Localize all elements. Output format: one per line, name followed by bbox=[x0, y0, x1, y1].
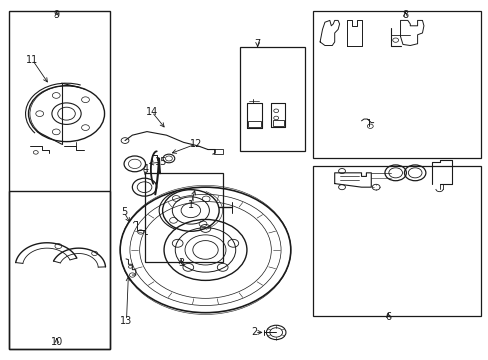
Text: 9: 9 bbox=[54, 10, 60, 20]
Text: 5: 5 bbox=[121, 207, 127, 217]
Text: 2: 2 bbox=[251, 327, 257, 337]
Text: 1: 1 bbox=[187, 200, 194, 210]
Text: 13: 13 bbox=[120, 316, 132, 325]
Text: 3: 3 bbox=[178, 258, 184, 268]
Bar bbox=[239, 47, 305, 151]
Text: 7: 7 bbox=[254, 39, 260, 49]
Bar bbox=[9, 191, 110, 348]
Bar bbox=[272, 121, 283, 126]
Text: 11: 11 bbox=[26, 55, 39, 65]
Text: 15: 15 bbox=[155, 157, 167, 167]
Bar bbox=[213, 149, 222, 154]
Text: 12: 12 bbox=[189, 139, 202, 149]
Text: 4: 4 bbox=[142, 164, 149, 174]
Text: 8: 8 bbox=[402, 10, 407, 20]
Bar bbox=[144, 173, 222, 262]
Bar bbox=[247, 121, 260, 127]
Bar bbox=[312, 166, 480, 316]
Text: 6: 6 bbox=[385, 312, 390, 322]
Bar bbox=[9, 12, 110, 348]
Text: 10: 10 bbox=[51, 337, 63, 347]
Bar bbox=[312, 12, 480, 158]
Text: 14: 14 bbox=[145, 107, 158, 117]
